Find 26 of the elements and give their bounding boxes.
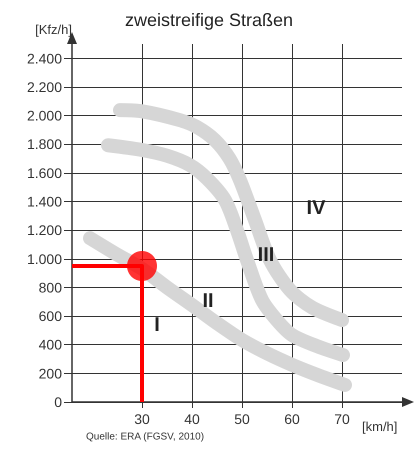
annotation: I bbox=[154, 314, 160, 336]
annotation: II bbox=[202, 290, 214, 312]
y-tick-label: 1.000 bbox=[26, 250, 62, 267]
y-tick-label: 600 bbox=[38, 308, 62, 324]
x-tick-label: 60 bbox=[284, 411, 300, 427]
x-axis-title: [km/h] bbox=[362, 419, 398, 434]
y-tick-label: 1.600 bbox=[26, 164, 62, 181]
x-tick-label: 30 bbox=[134, 411, 150, 427]
y-tick-label: 2.000 bbox=[26, 108, 62, 124]
x-tick-label: 70 bbox=[334, 411, 350, 427]
y-tick-label: 0 bbox=[54, 394, 62, 410]
y-tick-label: 1.200 bbox=[26, 222, 62, 238]
y-tick-label: 200 bbox=[38, 365, 62, 382]
y-tick-label: 400 bbox=[38, 336, 62, 353]
y-tick-label: 2.200 bbox=[26, 78, 62, 95]
y-tick-label: 2.400 bbox=[26, 50, 62, 66]
x-tick-label: 40 bbox=[184, 411, 200, 427]
annotation: IV bbox=[306, 197, 326, 219]
source-note: Quelle: ERA (FGSV, 2010) bbox=[86, 432, 204, 442]
annotation: III bbox=[258, 244, 274, 266]
chart-title: zweistreifige Straßen bbox=[124, 10, 294, 30]
y-axis-title: [Kfz/h] bbox=[35, 22, 72, 37]
y-tick-label: 1.400 bbox=[26, 194, 62, 210]
x-tick-label: 50 bbox=[234, 411, 250, 427]
y-tick-label: 800 bbox=[38, 279, 62, 296]
y-tick-label: 1.800 bbox=[26, 136, 62, 152]
